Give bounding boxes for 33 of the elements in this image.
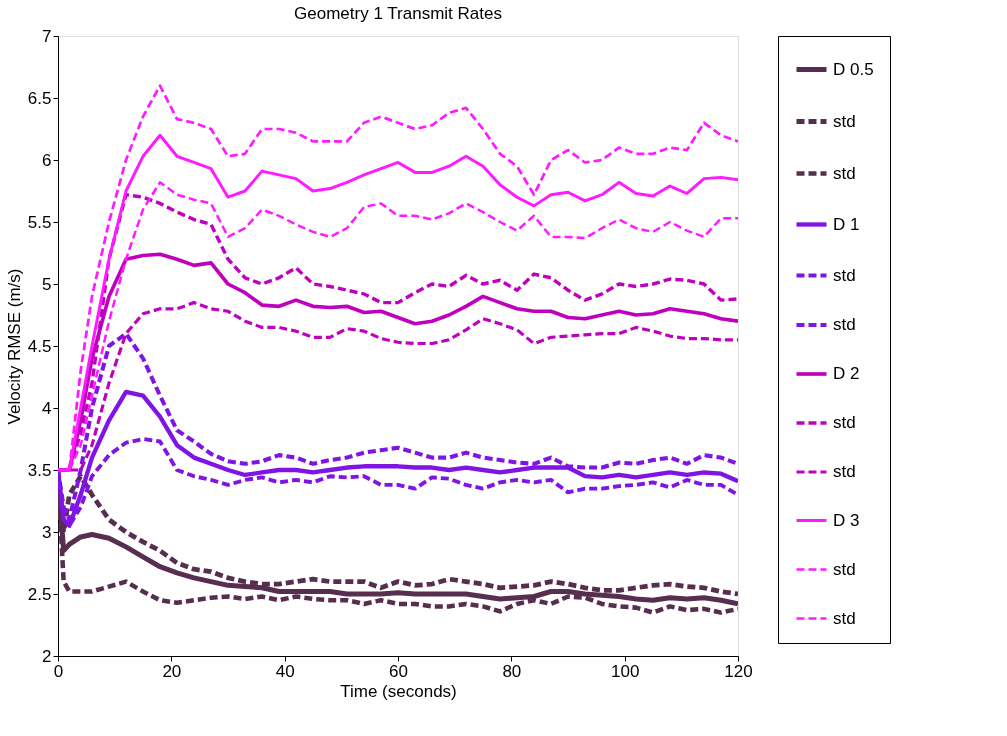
legend-label: std <box>833 163 856 183</box>
legend-label: std <box>833 462 856 481</box>
y-axis-title: Velocity RMSE (m/s) <box>4 268 24 425</box>
y-tick-label: 6 <box>42 150 52 170</box>
y-tick-label: 6.5 <box>27 88 52 108</box>
x-tick-label: 40 <box>275 661 295 681</box>
y-tick-label: 4.5 <box>27 336 52 356</box>
legend-label: D 1 <box>833 214 860 234</box>
x-tick-label: 120 <box>724 661 753 681</box>
x-tick-label: 0 <box>53 661 64 681</box>
y-tick-label: 7 <box>42 26 52 46</box>
legend-label: D 3 <box>833 510 860 530</box>
y-tick-label: 5.5 <box>27 212 52 232</box>
x-tick-label: 20 <box>162 661 182 681</box>
y-tick-label: 3.5 <box>27 460 52 480</box>
y-tick-label: 3 <box>42 522 52 542</box>
y-tick-label: 4 <box>42 398 52 418</box>
legend-label: D 0.5 <box>833 59 874 79</box>
x-tick-label: 100 <box>610 661 640 681</box>
legend-label: std <box>833 413 856 432</box>
legend-label: D 2 <box>833 364 860 383</box>
legend-label: std <box>833 111 856 131</box>
legend-label: std <box>833 265 856 285</box>
x-tick-label: 60 <box>389 661 408 681</box>
x-tick-label: 80 <box>502 661 522 681</box>
y-tick-label: 5 <box>42 274 52 294</box>
chart-title: Geometry 1 Transmit Rates <box>294 4 502 23</box>
x-axis-title: Time (seconds) <box>340 681 457 701</box>
legend-label: std <box>833 559 856 579</box>
legend-label: std <box>833 608 856 628</box>
y-tick-label: 2.5 <box>27 584 52 604</box>
legend-label: std <box>833 315 856 334</box>
y-tick-label: 2 <box>42 646 52 666</box>
